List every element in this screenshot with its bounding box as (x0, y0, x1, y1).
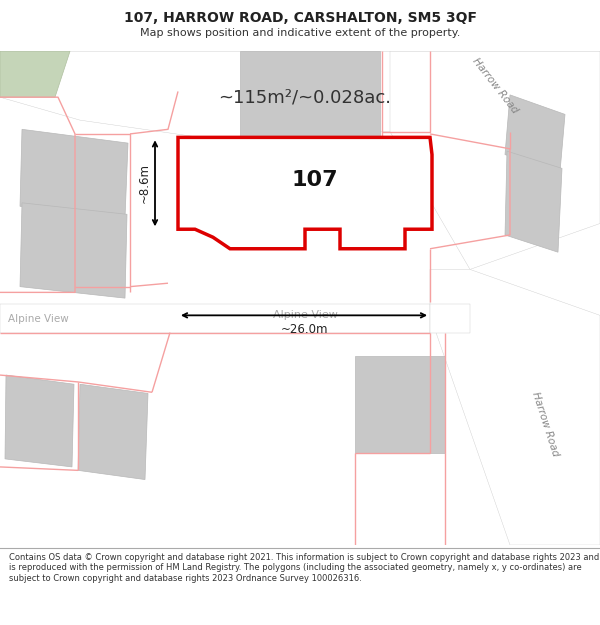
Polygon shape (390, 51, 600, 269)
Polygon shape (240, 51, 380, 143)
Text: 107, HARROW ROAD, CARSHALTON, SM5 3QF: 107, HARROW ROAD, CARSHALTON, SM5 3QF (124, 11, 476, 25)
Polygon shape (430, 304, 470, 332)
Text: Map shows position and indicative extent of the property.: Map shows position and indicative extent… (140, 28, 460, 39)
Polygon shape (505, 95, 565, 172)
Text: ~115m²/~0.028ac.: ~115m²/~0.028ac. (218, 88, 392, 106)
Text: ~8.6m: ~8.6m (138, 163, 151, 203)
Polygon shape (178, 138, 432, 249)
Polygon shape (20, 129, 128, 218)
Polygon shape (355, 356, 445, 453)
Polygon shape (0, 51, 600, 138)
Text: Harrow Road: Harrow Road (530, 391, 560, 458)
Text: Alpine View: Alpine View (272, 311, 337, 321)
Polygon shape (505, 151, 562, 252)
Text: Alpine View: Alpine View (8, 314, 68, 324)
Text: ~26.0m: ~26.0m (280, 323, 328, 336)
Text: Contains OS data © Crown copyright and database right 2021. This information is : Contains OS data © Crown copyright and d… (9, 553, 599, 582)
Polygon shape (430, 269, 600, 545)
Polygon shape (0, 51, 70, 97)
Text: Harrow Road: Harrow Road (470, 56, 520, 116)
Polygon shape (0, 304, 430, 332)
Polygon shape (78, 384, 148, 479)
Text: 107: 107 (292, 170, 338, 190)
Polygon shape (20, 203, 127, 298)
Polygon shape (5, 375, 74, 467)
